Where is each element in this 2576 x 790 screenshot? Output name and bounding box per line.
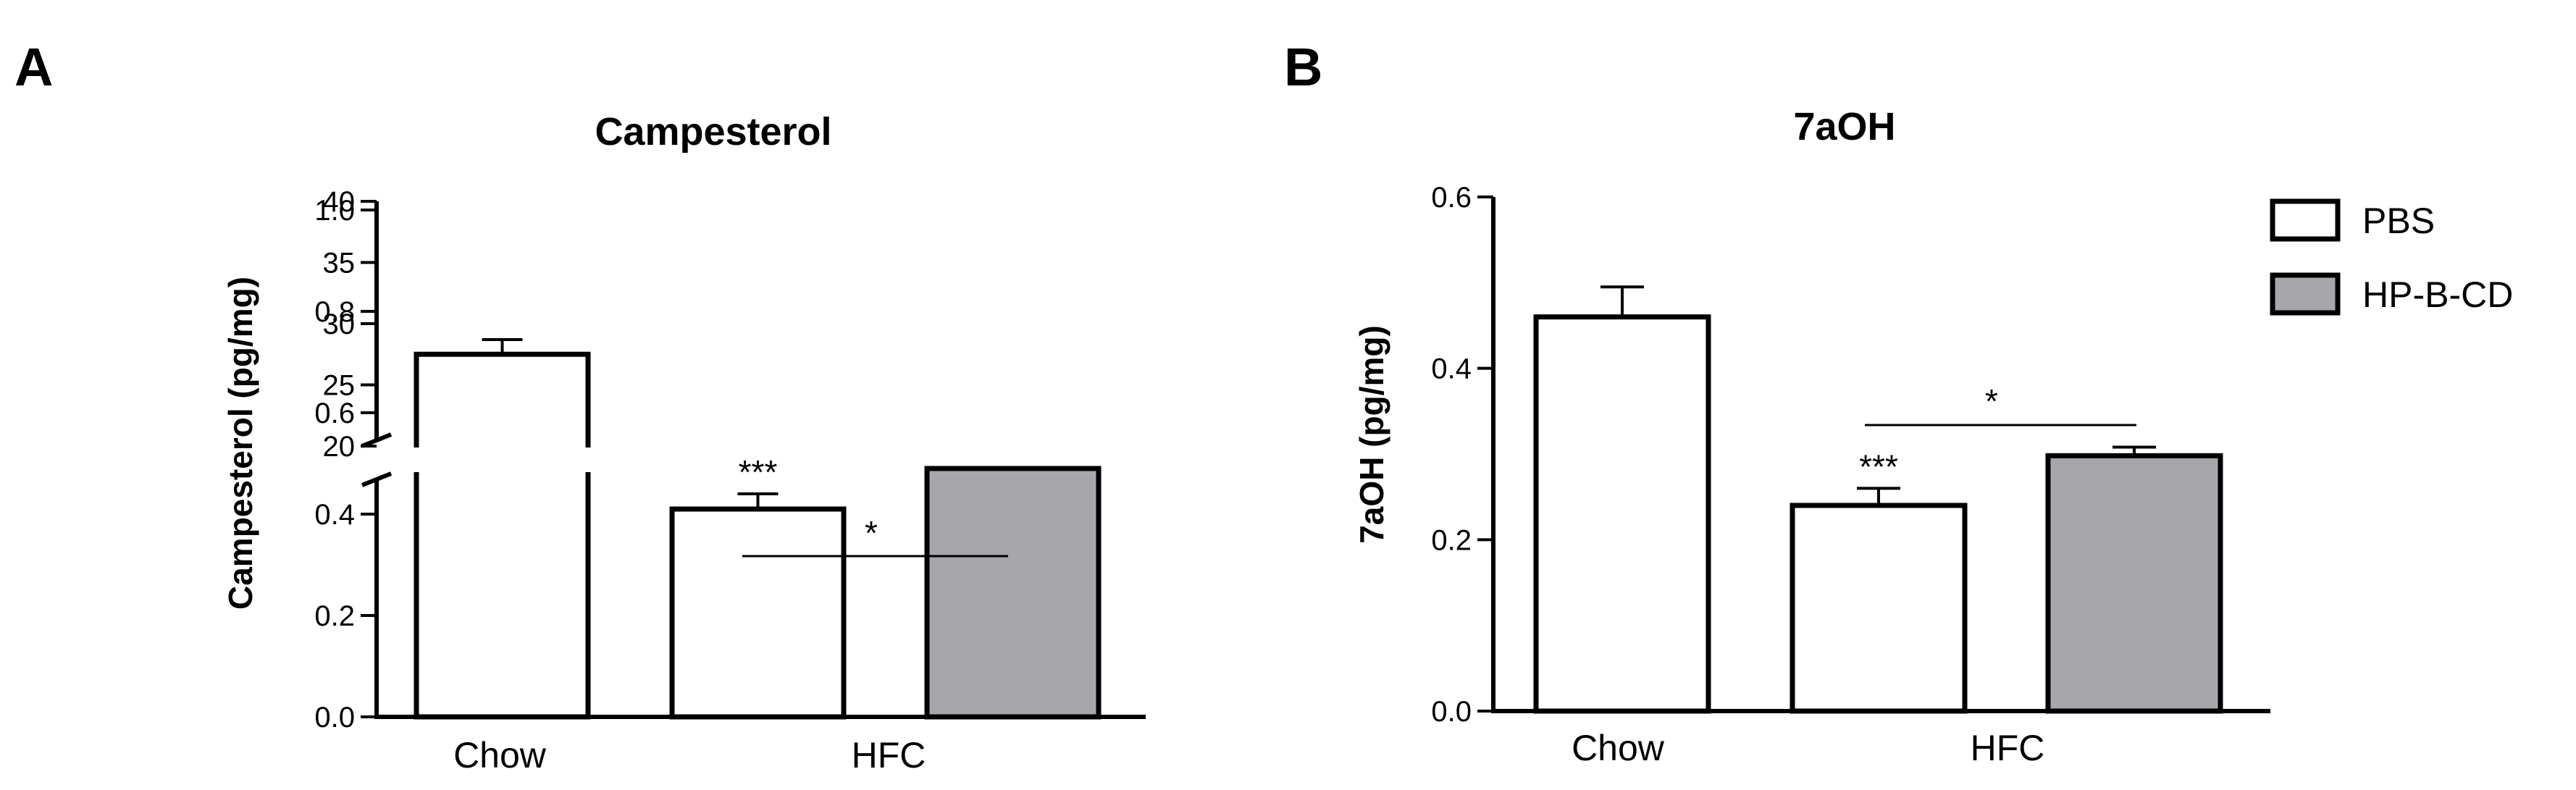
panel-a-axis-break-mark	[361, 471, 393, 487]
panel-a-y-tick-label: 1.0	[314, 195, 355, 227]
panel-a-y-ticks: 0.0 0.2 0.4 0.6 0.8 1.0 20 25 30 35 40	[314, 186, 377, 734]
panel-b-comparison-label: *	[1985, 382, 1998, 420]
panel-b-bar	[1533, 314, 1711, 714]
legend-label-pbs: PBS	[2362, 201, 2435, 241]
panel-b-bar-annotation: ***	[1859, 447, 1898, 485]
panel-b-bar	[1790, 503, 1968, 714]
panel-a-letter: A	[14, 37, 53, 97]
panel-b-title: 7aOH	[1793, 105, 1895, 148]
panel-b-letter: B	[1284, 37, 1322, 97]
panel-a-comparison-label: *	[865, 514, 878, 552]
legend-label-hp-b-cd: HP-B-CD	[2362, 274, 2513, 315]
panel-a-y-tick-label: 0.2	[314, 600, 355, 632]
legend-swatch-hp-b-cd	[2270, 272, 2341, 316]
panel-a-y-tick-label: 35	[323, 248, 356, 280]
panel-a-bar	[669, 506, 847, 720]
panel-a-y-tick-label: 20	[323, 431, 356, 463]
panel-b-bars: ***	[1533, 285, 2223, 714]
panel-b-y-ticks: 0.0 0.2 0.4 0.6	[1431, 182, 1493, 728]
panel-b-y-tick-label: 0.6	[1431, 182, 1472, 214]
panel-a-title: Campesterol	[595, 110, 831, 154]
panel-b-bar	[2045, 453, 2223, 714]
panel-a-category-label: Chow	[453, 735, 547, 776]
legend-swatch-pbs	[2270, 198, 2341, 242]
panel-a-y-tick-label: 0.0	[314, 702, 355, 734]
panel-a-y-tick-label: 40	[323, 186, 356, 218]
legend: PBS HP-B-CD	[2270, 198, 2513, 316]
panel-b: B 7aOH 7aOH (pg/mg) 0.0 0.2 0.4 0.6 *** * C…	[1284, 37, 2513, 768]
panel-a-bar	[414, 351, 591, 720]
panel-b-category-label: HFC	[1971, 728, 2045, 768]
panel-a-y-tick-label: 0.8	[314, 296, 355, 328]
panel-a-bars: ***	[406, 337, 1102, 720]
panel-b-ylabel: 7aOH (pg/mg)	[1353, 325, 1390, 544]
panel-b-y-tick-label: 0.0	[1431, 696, 1472, 728]
panel-b-category-label: Chow	[1572, 728, 1665, 768]
panel-b-y-tick-label: 0.4	[1431, 353, 1472, 385]
panel-a-y-tick-label: 0.6	[314, 398, 355, 429]
panel-b-y-tick-label: 0.2	[1431, 524, 1472, 556]
panel-a-axis-break-mark	[361, 432, 393, 448]
panel-a-bar	[924, 466, 1102, 720]
panel-a-y-tick-label: 25	[323, 370, 356, 402]
panel-a-category-label: HFC	[852, 735, 926, 776]
panel-a-break-gap	[406, 447, 601, 472]
panel-a-ylabel: Campesterol (pg/mg)	[222, 277, 259, 610]
panel-a-bar-annotation: ***	[739, 453, 778, 491]
panel-a-y-tick-label: 30	[323, 308, 356, 340]
panel-a-y-tick-label: 0.4	[314, 499, 355, 531]
panel-a: A Campesterol Campesterol (pg/mg) 0.0 0.2…	[14, 37, 1146, 776]
